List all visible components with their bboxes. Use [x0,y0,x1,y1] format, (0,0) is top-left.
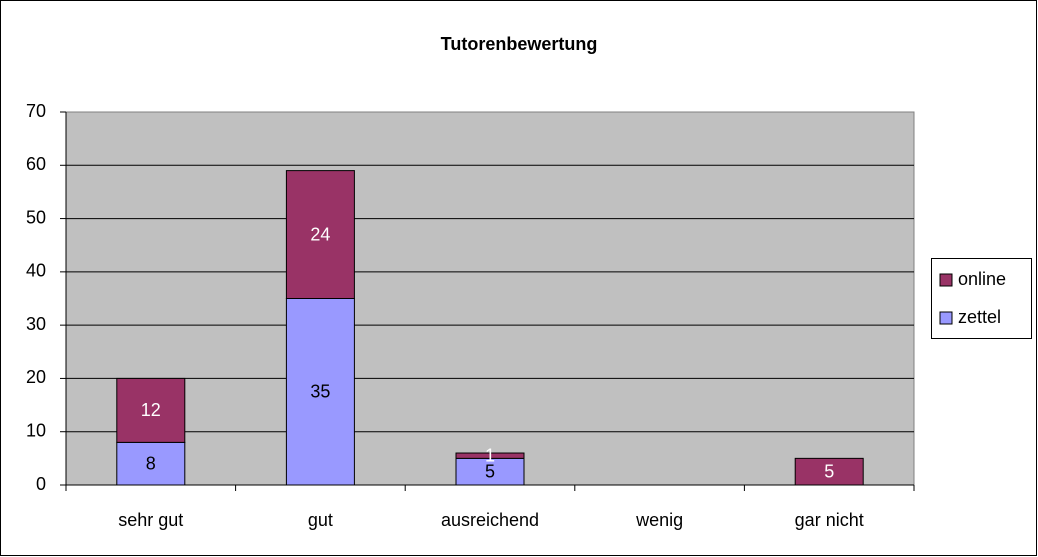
bar-segment [285,298,355,486]
y-tick-label: 0 [36,474,46,494]
legend-swatch [939,273,953,287]
y-tick-label: 30 [26,314,46,334]
data-label: 35 [310,382,330,402]
bar-segment [794,457,864,486]
y-tick-label: 60 [26,154,46,174]
y-tick-label: 10 [26,420,46,440]
plot-area [65,111,915,486]
legend-box [931,258,1032,339]
bar-segment [285,170,355,299]
bar-segment [116,377,186,443]
data-label: 1 [485,445,495,465]
data-label: 5 [824,461,834,481]
data-label: 5 [485,461,495,481]
x-tick-label: sehr gut [118,510,183,530]
x-tick-label: ausreichend [441,510,539,530]
data-label: 8 [146,453,156,473]
y-tick-label: 20 [26,367,46,387]
x-tick-label: wenig [635,510,683,530]
bar-segment [455,457,525,486]
y-tick-label: 70 [26,101,46,121]
x-tick-label: gut [308,510,333,530]
bar-segment [116,441,186,486]
x-tick-label: gar nicht [795,510,864,530]
data-label: 12 [141,400,161,420]
bar-segment [455,452,525,459]
y-tick-label: 50 [26,207,46,227]
legend-label: zettel [958,307,1001,327]
legend-label: online [958,269,1006,289]
chart-title: Tutorenbewertung [441,34,598,54]
y-tick-label: 40 [26,261,46,281]
data-label: 24 [310,224,330,244]
legend-swatch [939,311,953,325]
